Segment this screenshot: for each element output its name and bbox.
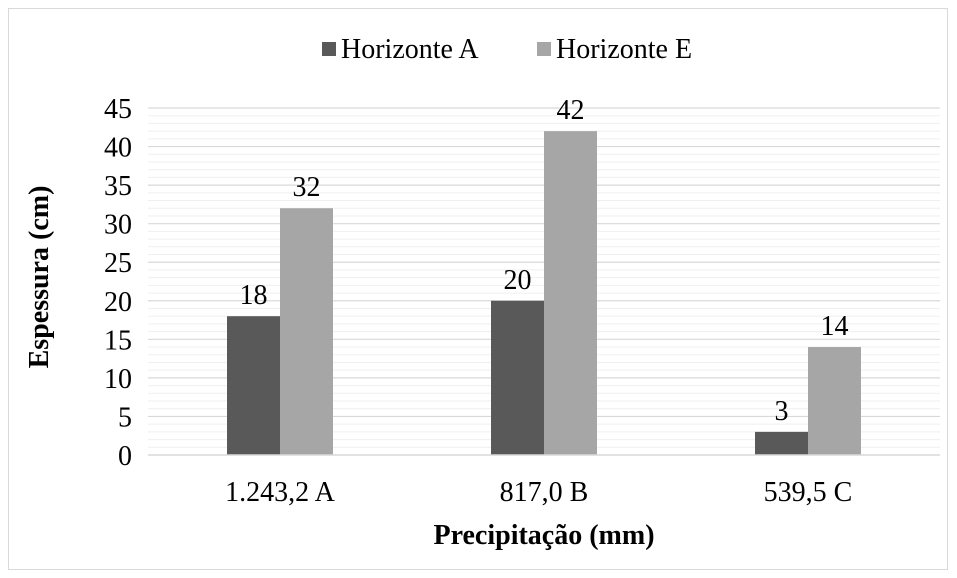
bar-horizonte-e	[544, 131, 597, 455]
y-tick-label: 25	[104, 248, 132, 279]
x-tick-label: 817,0 B	[500, 477, 589, 508]
legend-label: Horizonte E	[556, 34, 692, 65]
x-axis-title: Precipitação (mm)	[433, 520, 654, 551]
y-tick-label: 0	[118, 441, 132, 472]
legend-swatch	[537, 42, 551, 56]
y-tick-label: 30	[104, 210, 132, 241]
y-axis-title: Espessura (cm)	[24, 186, 55, 369]
bar-horizonte-e	[808, 347, 861, 455]
legend: Horizonte A Horizonte E	[322, 34, 692, 65]
data-label: 14	[821, 311, 849, 342]
legend-swatch	[322, 42, 336, 56]
y-tick-label: 5	[118, 402, 132, 433]
bar-horizonte-a	[491, 300, 544, 455]
bar-horizonte-a	[755, 431, 808, 455]
bars	[227, 131, 861, 455]
legend-label: Horizonte A	[341, 34, 479, 65]
data-label: 3	[775, 396, 789, 427]
data-label: 18	[240, 280, 268, 311]
data-label: 32	[293, 172, 321, 203]
y-tick-label: 20	[104, 287, 132, 318]
x-axis-ticks: 1.243,2 A 817,0 B 539,5 C	[225, 477, 852, 508]
chart-frame	[8, 8, 948, 570]
x-tick-label: 539,5 C	[764, 477, 853, 508]
y-tick-label: 40	[104, 133, 132, 164]
bar-horizonte-a	[227, 316, 280, 455]
y-tick-label: 10	[104, 364, 132, 395]
data-label: 20	[504, 265, 532, 296]
y-tick-label: 35	[104, 171, 132, 202]
x-tick-label: 1.243,2 A	[225, 477, 335, 508]
y-axis-ticks: 0 5 10 15 20 25 30 35 40 45	[104, 94, 132, 472]
data-label: 42	[557, 95, 585, 126]
data-labels: 18 32 20 42 3 14	[240, 95, 849, 427]
bar-horizonte-e	[280, 208, 333, 455]
y-tick-label: 45	[104, 94, 132, 125]
y-tick-label: 15	[104, 325, 132, 356]
